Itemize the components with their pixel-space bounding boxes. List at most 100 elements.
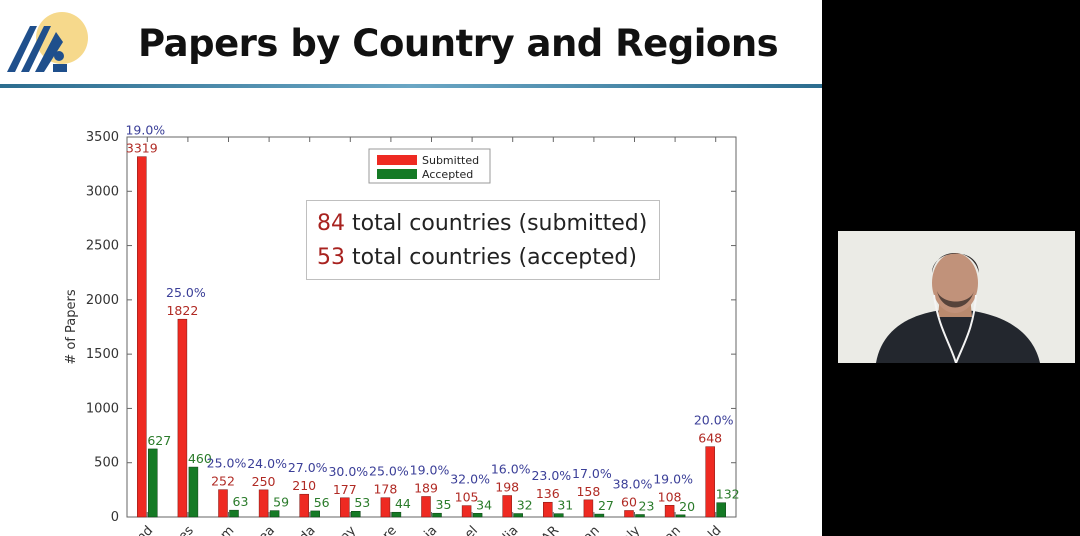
acceptance-rate-label: 20.0% xyxy=(694,413,734,428)
acceptance-rate-label: 32.0% xyxy=(450,472,490,487)
x-category-label: lia xyxy=(500,523,521,536)
submitted-value-label: 189 xyxy=(414,480,438,495)
acceptance-rate-label: 25.0% xyxy=(166,285,206,300)
y-tick-label: 1500 xyxy=(86,347,119,362)
accepted-value-label: 44 xyxy=(395,496,411,511)
logo-base xyxy=(53,64,67,72)
x-category-label: ea xyxy=(256,523,278,536)
y-tick-label: 2000 xyxy=(86,293,119,308)
y-tick-label: 0 xyxy=(111,510,119,525)
accepted-value-label: 460 xyxy=(188,451,212,466)
submitted-bar xyxy=(705,446,715,518)
accepted-bar xyxy=(351,510,361,518)
accepted-country-count: 53 xyxy=(317,245,345,270)
presenter-shoulders xyxy=(876,309,1040,363)
y-axis-label: # of Papers xyxy=(64,289,79,365)
y-tick-label: 500 xyxy=(94,456,119,471)
submitted-value-label: 250 xyxy=(252,474,276,489)
accepted-value-label: 132 xyxy=(716,487,740,502)
conference-logo-icon xyxy=(7,12,88,72)
x-category-label: re xyxy=(380,523,400,536)
legend-swatch-accepted xyxy=(377,169,417,179)
x-category-label: el xyxy=(462,523,481,536)
submitted-bar xyxy=(664,505,675,518)
acceptance-rate-label: 19.0% xyxy=(410,462,450,477)
accepted-bar xyxy=(716,502,726,518)
x-category-label: ny xyxy=(337,523,359,536)
accepted-value-label: 35 xyxy=(436,497,452,512)
accepted-value-label: 53 xyxy=(354,495,370,510)
x-category-label: an xyxy=(581,523,603,536)
accepted-bar xyxy=(432,512,442,518)
submitted-bar xyxy=(380,497,391,518)
logo-dot xyxy=(54,51,64,61)
x-category-label: AR xyxy=(539,523,562,536)
y-tick-label: 2500 xyxy=(86,239,119,254)
x-category-label: an xyxy=(662,523,684,536)
acceptance-rate-label: 17.0% xyxy=(572,466,612,481)
accepted-bar xyxy=(594,513,605,518)
x-category-label: nd xyxy=(134,523,156,536)
submitted-value-label: 648 xyxy=(698,431,722,446)
accepted-value-label: 63 xyxy=(233,494,249,509)
submitted-value-label: 108 xyxy=(658,489,682,504)
acceptance-rate-label: 25.0% xyxy=(207,456,247,471)
y-tick-label: 3500 xyxy=(86,130,119,145)
accepted-value-label: 56 xyxy=(314,495,330,510)
x-category-label: m xyxy=(218,523,238,536)
submitted-value-label: 158 xyxy=(576,484,600,499)
y-tick-label: 1000 xyxy=(86,401,119,416)
presenter-webcam-video xyxy=(838,231,1075,363)
accepted-value-label: 27 xyxy=(598,498,614,513)
acceptance-rate-label: 38.0% xyxy=(613,476,653,491)
x-category-label: ia xyxy=(422,523,441,536)
accepted-bar xyxy=(513,513,523,518)
y-tick-label: 3000 xyxy=(86,184,119,199)
submitted-value-label: 198 xyxy=(495,480,519,495)
submitted-total-line: 84 total countries (submitted) xyxy=(317,211,647,236)
x-category-label: ld xyxy=(706,523,725,536)
acceptance-rate-label: 19.0% xyxy=(125,123,165,138)
earphone-wire xyxy=(933,294,957,363)
accepted-total-line: 53 total countries (accepted) xyxy=(317,245,637,270)
accepted-bar xyxy=(635,514,645,518)
submitted-total-text: total countries (submitted) xyxy=(345,211,648,236)
presenter-beard xyxy=(937,291,974,308)
accepted-bar xyxy=(269,510,280,518)
logo-stripe xyxy=(21,26,51,72)
submitted-value-label: 252 xyxy=(211,474,235,489)
legend-label-submitted: Submitted xyxy=(422,154,479,167)
submitted-bar xyxy=(177,318,188,518)
submitted-bar xyxy=(624,510,634,518)
submitted-value-label: 178 xyxy=(373,482,397,497)
submitted-value-label: 136 xyxy=(536,486,560,501)
accepted-bar xyxy=(554,513,564,518)
submitted-bar xyxy=(583,499,594,518)
accepted-value-label: 32 xyxy=(517,498,533,513)
submitted-bar xyxy=(258,489,269,518)
submitted-value-label: 177 xyxy=(333,482,357,497)
submitted-bar xyxy=(421,496,431,518)
accepted-value-label: 59 xyxy=(273,495,289,510)
logo-stripe xyxy=(35,32,63,72)
accepted-bar xyxy=(310,510,320,518)
acceptance-rate-label: 23.0% xyxy=(531,468,571,483)
presenter-face xyxy=(932,253,978,313)
accepted-total-text: total countries (accepted) xyxy=(345,245,637,270)
bar-chart: 0 500 1000 1500 2000 2500 3000 3500 # of Papers 3… xyxy=(64,123,740,536)
submitted-value-label: 210 xyxy=(292,478,316,493)
accepted-value-label: 627 xyxy=(147,433,171,448)
submitted-bar xyxy=(543,501,553,518)
accepted-value-label: 20 xyxy=(679,499,695,514)
accepted-bar xyxy=(188,466,199,518)
accepted-value-label: 23 xyxy=(639,499,655,514)
slide-title: Papers by Country and Regions xyxy=(138,22,779,65)
total-countries-callout: 84 total countries (submitted) 53 total … xyxy=(306,200,660,280)
acceptance-rate-label: 25.0% xyxy=(369,464,409,479)
submitted-bar xyxy=(340,497,350,518)
legend-swatch-submitted xyxy=(377,155,417,165)
acceptance-rate-label: 19.0% xyxy=(653,471,693,486)
submitted-value-label: 60 xyxy=(621,494,637,509)
earphone-wire xyxy=(955,294,977,363)
submitted-bar xyxy=(299,493,309,518)
